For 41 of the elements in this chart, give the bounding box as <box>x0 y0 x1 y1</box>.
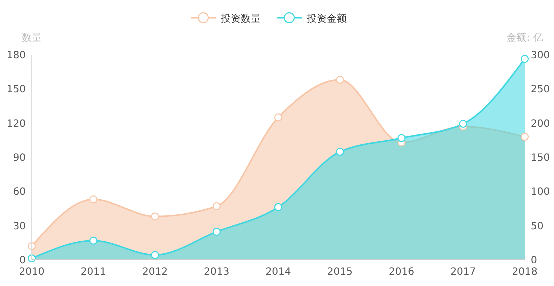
y-tick-label: 60 <box>13 187 26 198</box>
x-tick-label: 2015 <box>327 267 353 278</box>
y-tick-label: 180 <box>6 50 26 62</box>
y-tick-label: 30 <box>13 221 26 232</box>
x-tick-label: 2010 <box>19 267 45 278</box>
point <box>151 251 160 260</box>
x-tick-label: 2017 <box>450 267 476 278</box>
x-tick-label: 2014 <box>266 267 292 278</box>
legend-label: 投资数量 <box>220 13 261 25</box>
point <box>459 120 468 128</box>
point <box>90 196 98 204</box>
y-tick-label: 150 <box>6 84 26 96</box>
x-tick-label: 2013 <box>204 267 230 278</box>
y2-tick-label: 0 <box>531 256 538 266</box>
point <box>398 134 406 142</box>
point <box>336 76 344 84</box>
y-tick-label: 0 <box>20 256 26 266</box>
point <box>274 203 282 212</box>
y2-tick-label: 150 <box>531 153 550 164</box>
y2-tick-label: 250 <box>531 84 550 96</box>
point <box>212 228 221 236</box>
y2-tick-label: 100 <box>531 187 550 198</box>
point <box>90 236 98 245</box>
legend-label: 投资金额 <box>306 13 347 25</box>
point <box>336 148 344 156</box>
x-tick-label: 2011 <box>80 267 106 278</box>
point <box>212 202 221 210</box>
y-axis-title: 数量 <box>22 33 42 44</box>
y2-tick-label: 200 <box>531 118 550 130</box>
x-tick-label: 2016 <box>389 267 414 278</box>
y-tick-label: 120 <box>6 118 26 130</box>
y2-tick-label: 300 <box>531 50 550 62</box>
point <box>151 212 160 221</box>
y-tick-label: 90 <box>13 153 26 164</box>
y2-axis-title: 金额: 亿 <box>506 32 544 44</box>
x-tick-label: 2018 <box>512 267 538 278</box>
point <box>521 133 529 141</box>
x-tick-label: 2012 <box>142 267 168 278</box>
y2-tick-label: 50 <box>531 221 544 232</box>
point <box>521 55 529 64</box>
point <box>274 114 282 122</box>
